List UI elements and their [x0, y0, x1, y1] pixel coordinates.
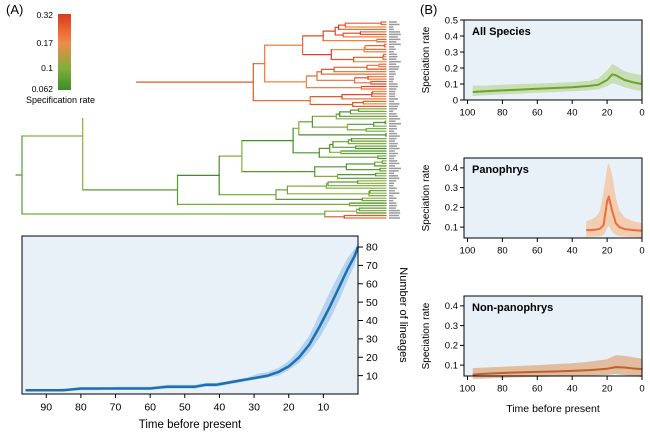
y-tick-label: 60	[366, 278, 378, 290]
y-tick-label: 0.2	[445, 341, 458, 352]
x-tick-label: 80	[75, 402, 87, 414]
all-species-rate-chart: 100 80 60 40 20 0 0 0.1 0.2 0.3 0.4 0.5 All Species S…	[421, 15, 645, 119]
y-tick-label: 0.3	[445, 183, 458, 194]
legend-tick-label: 0.062	[31, 84, 53, 94]
x-tick-label: 60	[144, 402, 156, 414]
y-tick-label: 0.1	[445, 79, 458, 90]
y-tick-label: 0	[453, 95, 458, 106]
x-tick-label: 20	[602, 108, 613, 119]
panel-b-label: (B)	[420, 2, 438, 17]
confidence-band	[472, 64, 642, 96]
y-axis-title: Number of lineages	[397, 267, 409, 363]
x-tick-label: 60	[532, 108, 543, 119]
y-tick-label: 0.4	[445, 31, 458, 42]
y-tick-label: 50	[366, 297, 378, 309]
x-tick-label: 80	[497, 108, 508, 119]
y-tick-label: 30	[366, 334, 378, 346]
x-axis-title: Time before present	[506, 403, 600, 415]
y-axis-title: Speciation rate	[421, 164, 432, 231]
x-tick-label: 90	[40, 402, 52, 414]
y-tick-label: 0.1	[445, 360, 458, 371]
phylogeny-plot	[15, 21, 401, 219]
x-tick-label: 40	[567, 108, 578, 119]
confidence-band	[586, 162, 642, 238]
y-tick-label: 20	[366, 352, 378, 364]
x-tick-label: 30	[248, 402, 260, 414]
x-tick-label: 40	[567, 384, 578, 395]
x-tick-label: 80	[497, 384, 508, 395]
plot-area	[22, 236, 358, 394]
x-tick-label: 20	[283, 402, 295, 414]
y-tick-label: 80	[366, 242, 378, 254]
y-tick-label: 0.2	[445, 203, 458, 214]
rate-curve	[472, 73, 643, 93]
x-tick-label: 20	[602, 246, 613, 257]
rate-curve	[472, 366, 643, 376]
y-tick-label: 0.5	[445, 15, 458, 26]
x-tick-label: 100	[460, 384, 476, 395]
x-tick-label: 50	[179, 402, 191, 414]
x-tick-label: 0	[639, 108, 644, 119]
plot-frame	[463, 19, 643, 101]
x-tick-label: 100	[460, 246, 476, 257]
y-tick-label: 0.3	[445, 47, 458, 58]
x-tick-label: 100	[460, 108, 476, 119]
x-tick-label: 70	[110, 402, 122, 414]
rate-gradient-bar	[58, 14, 71, 90]
panophrys-rate-chart: 100 80 60 40 20 0 0.1 0.2 0.3 0.4 Panophrys Speciat…	[421, 157, 645, 257]
x-tick-label: 40	[214, 402, 226, 414]
panel-a-label: (A)	[6, 2, 24, 17]
phylo-tree	[15, 21, 387, 219]
non-panophrys-rate-chart: 100 80 60 40 20 0 0.1 0.2 0.3 0.4 Non-panophrys Spe…	[421, 295, 645, 415]
y-axis-title: Speciation rate	[421, 26, 432, 93]
rate-curve	[586, 195, 643, 232]
y-tick-label: 0.1	[445, 222, 458, 233]
legend-tick-label: 0.1	[41, 63, 53, 73]
x-tick-label: 40	[567, 246, 578, 257]
x-tick-label: 80	[497, 246, 508, 257]
x-tick-label: 60	[532, 246, 543, 257]
x-tick-label: 0	[639, 246, 644, 257]
y-tick-label: 10	[366, 370, 378, 382]
plot-frame	[21, 235, 359, 395]
tip-labels	[389, 21, 401, 219]
x-tick-label: 10	[318, 402, 330, 414]
plot-frame	[463, 157, 643, 239]
legend-tick-label: 0.32	[36, 10, 53, 20]
x-tick-label: 60	[532, 384, 543, 395]
plot-frame	[463, 295, 643, 377]
chart-title: Panophrys	[472, 164, 529, 176]
y-tick-label: 0.2	[445, 63, 458, 74]
y-tick-label: 40	[366, 315, 378, 327]
lineages-through-time-plot: 90 80 70 60 50 40 30 20 10 10 20 30 40 50 60 70 80 Number…	[21, 235, 409, 431]
legend-title: Specification rate	[26, 95, 96, 105]
y-tick-label: 0.4	[445, 301, 458, 312]
y-tick-label: 0.4	[445, 163, 458, 174]
chart-title: All Species	[472, 26, 531, 38]
x-axis-title: Time before present	[139, 419, 242, 431]
rate-curve	[25, 246, 360, 392]
y-axis-title: Speciation rate	[421, 302, 432, 369]
x-tick-label: 0	[639, 384, 644, 395]
y-tick-label: 70	[366, 260, 378, 272]
x-tick-label: 20	[602, 384, 613, 395]
chart-title: Non-panophrys	[472, 302, 553, 314]
y-tick-label: 0.3	[445, 321, 458, 332]
speciation-rate-legend: 0.32 0.17 0.1 0.062 Specification rate	[26, 10, 136, 118]
legend-tick-label: 0.17	[36, 38, 53, 48]
